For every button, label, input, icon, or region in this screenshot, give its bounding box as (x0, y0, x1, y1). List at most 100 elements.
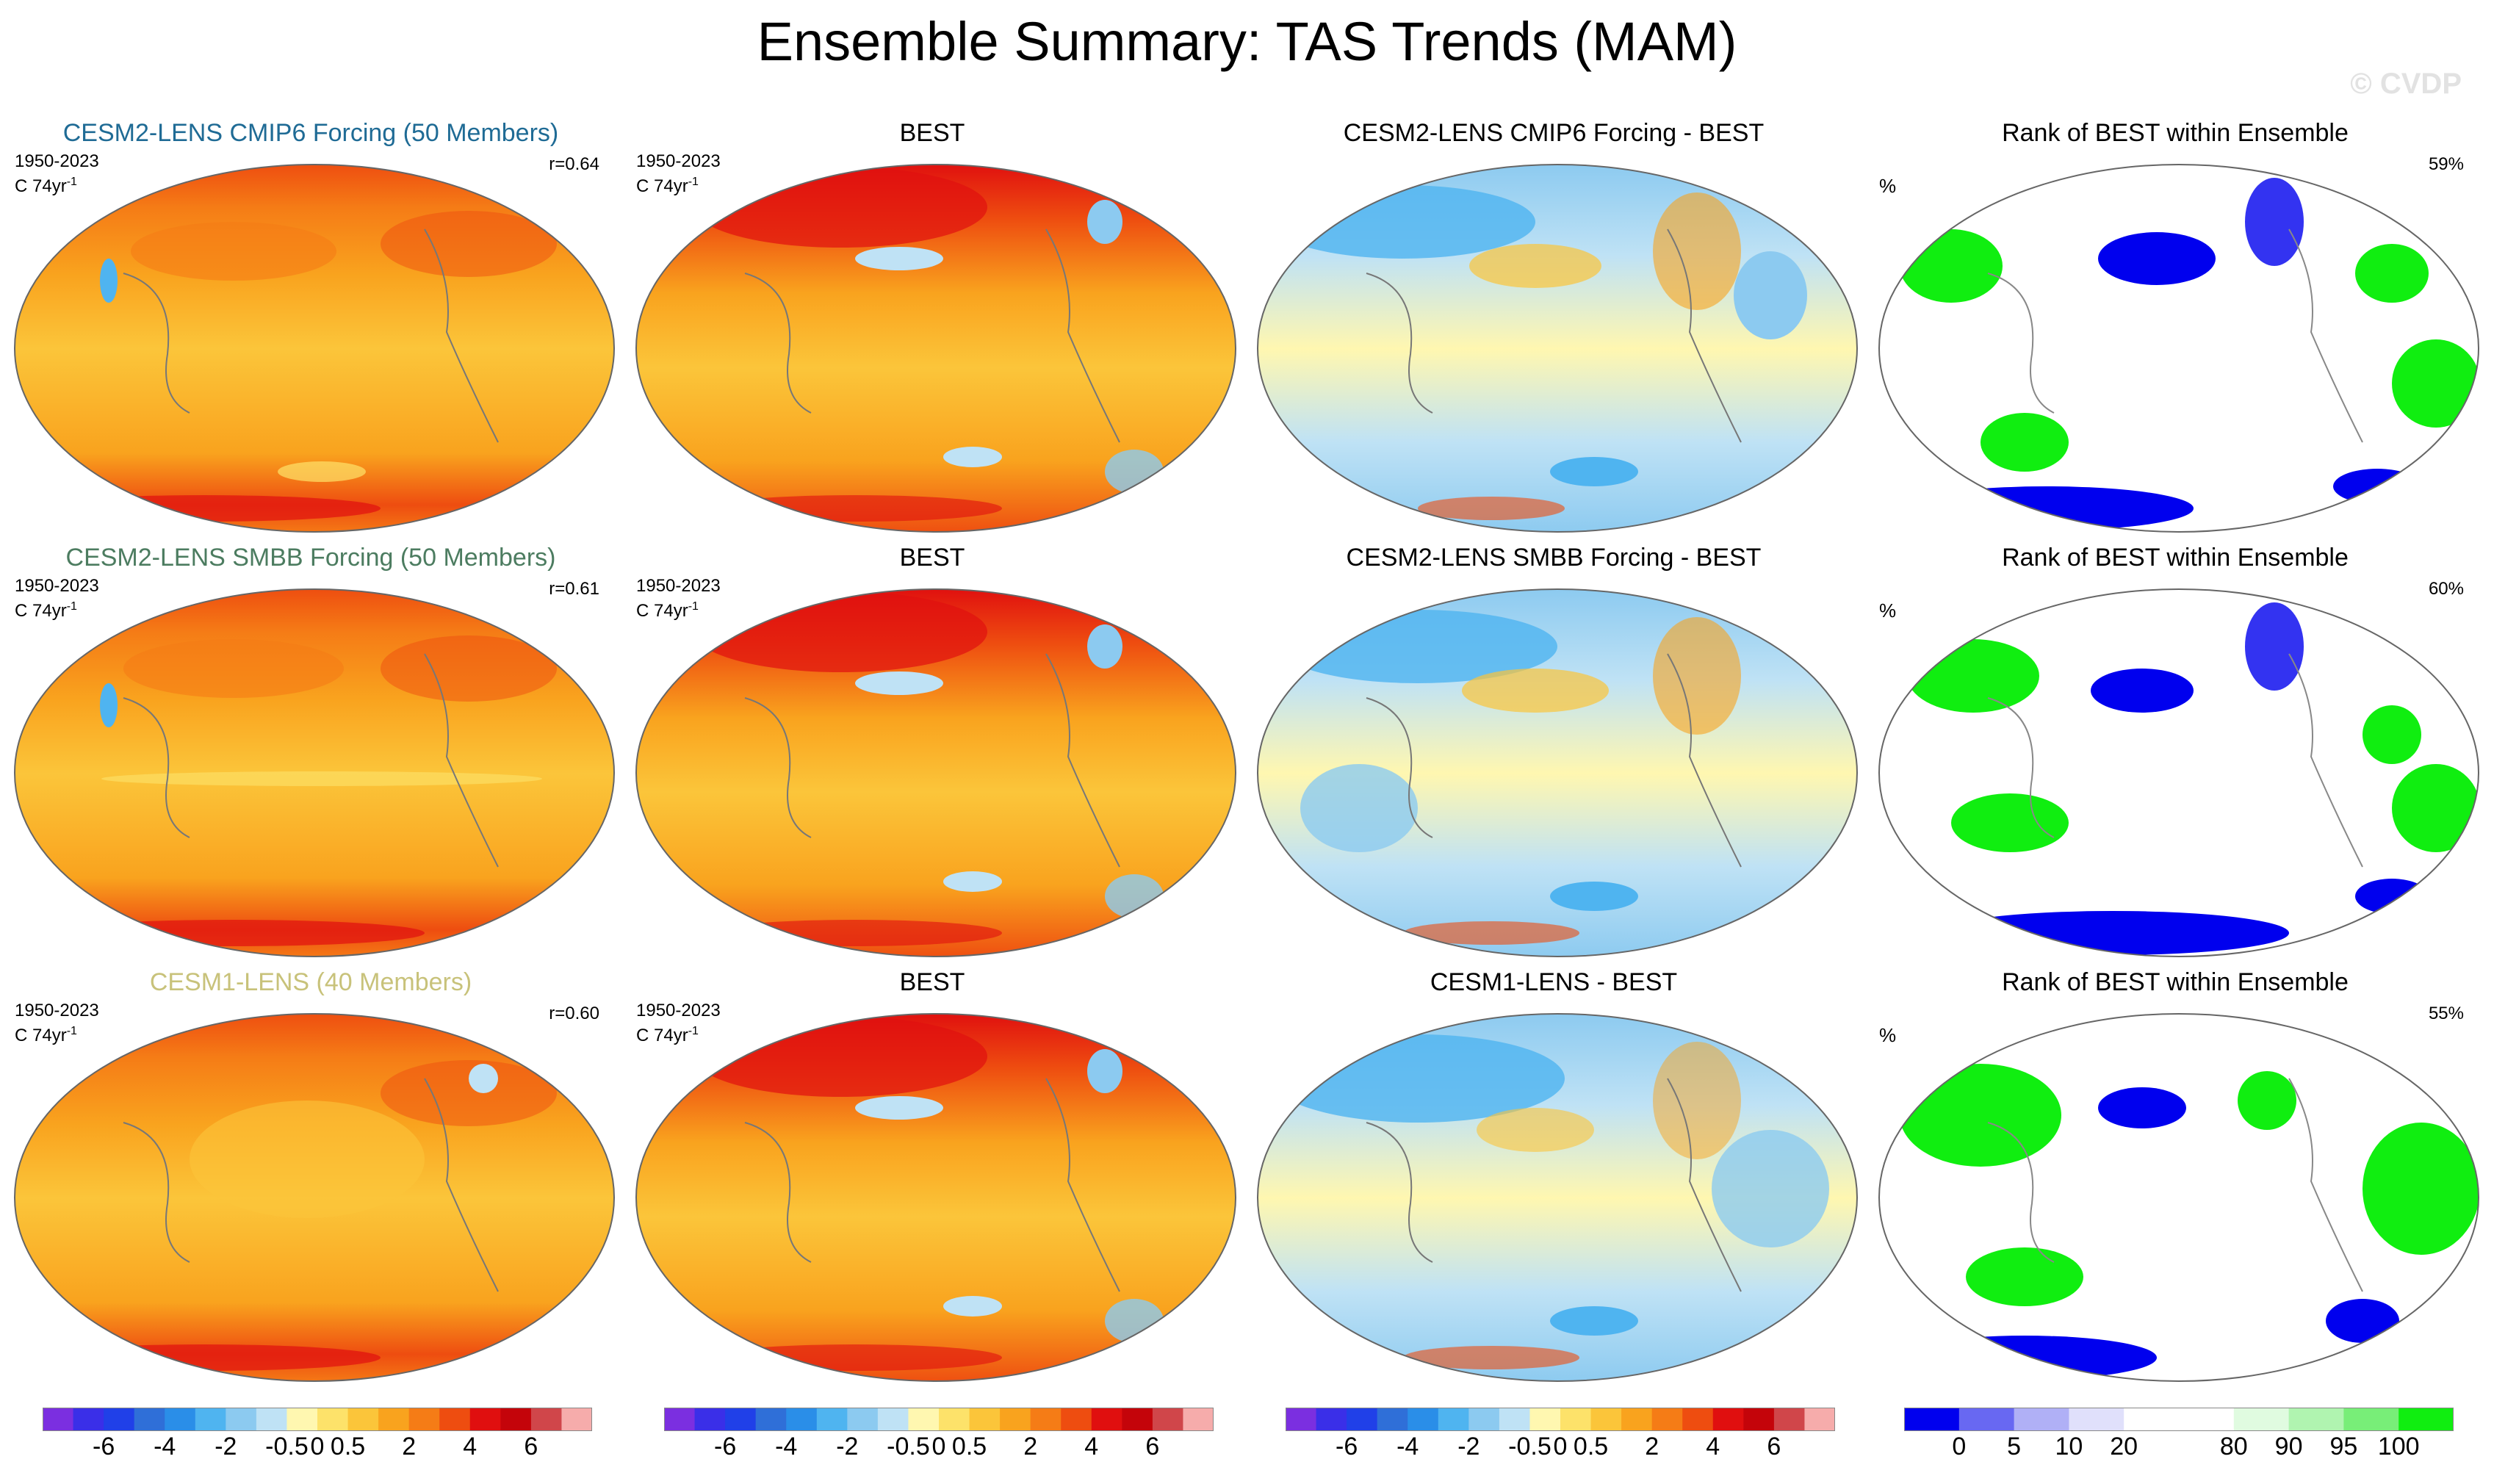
panel-obs-best: BEST 1950-2023 C 74yr-1 (621, 967, 1243, 1393)
colorbar-tick-label: -0.5 (1508, 1433, 1551, 1460)
colorbar-swatch (1590, 1408, 1622, 1431)
map-rank (1878, 1013, 2479, 1382)
colorbar-swatch (847, 1408, 879, 1431)
colorbar-swatch (530, 1408, 562, 1431)
colorbar-swatch (1030, 1408, 1062, 1431)
colorbar-swatch (969, 1408, 1001, 1431)
panel-title: CESM2-LENS CMIP6 Forcing (50 Members) (62, 119, 559, 147)
colorbar-swatch (2288, 1408, 2344, 1431)
panel-model-smbb: CESM2-LENS SMBB Forcing (50 Members) 195… (0, 542, 621, 968)
colorbar-swatch (1743, 1408, 1775, 1431)
colorbar-tick-label: -4 (775, 1433, 798, 1460)
colorbar-swatch (378, 1408, 410, 1431)
colorbar-swatch (1122, 1408, 1153, 1431)
colorbar-tick-label: 0.5 (1573, 1433, 1609, 1460)
panel-obs-best: BEST 1950-2023 C 74yr-1 (621, 118, 1243, 544)
period-label: 1950-2023 (15, 576, 99, 596)
colorbar-swatch (1712, 1408, 1744, 1431)
period-label: 1950-2023 (15, 1001, 99, 1020)
pattern-correlation: r=0.61 (549, 579, 599, 599)
colorbar-swatch (2233, 1408, 2290, 1431)
colorbar-tick-label: 4 (1706, 1433, 1720, 1460)
colorbar-swatch (469, 1408, 501, 1431)
colorbar-tick-label: -4 (1396, 1433, 1419, 1460)
colorbar-tick-label: -6 (1335, 1433, 1358, 1460)
colorbar-swatch (1529, 1408, 1561, 1431)
colorbar-swatch (1682, 1408, 1714, 1431)
colorbar-swatch (1468, 1408, 1500, 1431)
map-diff (1257, 1013, 1858, 1382)
colorbar-tick-label: -0.5 (887, 1433, 930, 1460)
colorbar-border (664, 1408, 1214, 1431)
map-rank (1878, 588, 2479, 957)
trend-colorbar-2 (664, 1408, 1214, 1431)
panel-title: CESM2-LENS SMBB Forcing - BEST (1346, 544, 1762, 572)
colorbar-swatch (347, 1408, 379, 1431)
panel-title: Rank of BEST within Ensemble (2002, 544, 2349, 572)
colorbar-tick-label: 6 (1767, 1433, 1781, 1460)
units-label: C 74yr-1 (15, 1025, 77, 1045)
colorbar-swatch (561, 1408, 592, 1431)
colorbar-swatch (317, 1408, 349, 1431)
colorbar-swatch (1316, 1408, 1347, 1431)
colorbar-swatch (1408, 1408, 1439, 1431)
rank-percent: 60% (2428, 579, 2464, 599)
map-diff (1257, 164, 1858, 533)
panel-rank: Rank of BEST within Ensemble % 60% (1864, 542, 2486, 968)
trend-colorbar-3 (1286, 1408, 1835, 1431)
colorbar-swatch (725, 1408, 757, 1431)
colorbar-swatch (1560, 1408, 1592, 1431)
colorbar-tick-label: -0.5 (265, 1433, 309, 1460)
colorbar-tick-label: 0 (1553, 1433, 1568, 1460)
colorbar-swatch (816, 1408, 848, 1431)
map-rank (1878, 164, 2479, 533)
colorbar-tick-label: 0 (931, 1433, 946, 1460)
colorbar-tick-label: 0.5 (951, 1433, 987, 1460)
colorbar-tick-label: 90 (2274, 1433, 2303, 1460)
panel-rank: Rank of BEST within Ensemble % 59% (1864, 118, 2486, 544)
colorbar-swatch (1347, 1408, 1378, 1431)
pattern-correlation: r=0.60 (549, 1004, 599, 1023)
colorbar-tick-label: 2 (1645, 1433, 1659, 1460)
page-title: Ensemble Summary: TAS Trends (MAM) (757, 11, 1737, 72)
map-obs-trend (635, 1013, 1236, 1382)
colorbar-swatch (1804, 1408, 1835, 1431)
colorbar-swatch (1061, 1408, 1092, 1431)
panel-title: Rank of BEST within Ensemble (2002, 968, 2349, 996)
percent-sign: % (1879, 175, 1897, 197)
colorbar-swatch (939, 1408, 970, 1431)
period-label: 1950-2023 (636, 151, 721, 171)
period-label: 1950-2023 (15, 151, 99, 171)
colorbar-tick-label: 80 (2219, 1433, 2248, 1460)
panel-title: BEST (899, 544, 965, 572)
colorbar-tick-label: 4 (1084, 1433, 1099, 1460)
colorbar-swatch (1152, 1408, 1183, 1431)
colorbar-swatch (226, 1408, 257, 1431)
colorbar-tick-label: 100 (2377, 1433, 2420, 1460)
panel-title: CESM2-LENS CMIP6 Forcing - BEST (1343, 119, 1765, 147)
map-obs-trend (635, 588, 1236, 957)
colorbar-tick-label: -4 (154, 1433, 176, 1460)
colorbar-swatch (500, 1408, 532, 1431)
colorbar-tick-label: -2 (215, 1433, 237, 1460)
colorbar-tick-label: -2 (836, 1433, 859, 1460)
colorbar-swatch (2343, 1408, 2399, 1431)
colorbar-swatch (195, 1408, 226, 1431)
colorbar-swatch (877, 1408, 909, 1431)
panel-diff: CESM2-LENS SMBB Forcing - BEST (1243, 542, 1864, 968)
colorbar-swatch (73, 1408, 104, 1431)
colorbar-swatch (2399, 1408, 2454, 1431)
colorbar-tick-label: 0.5 (330, 1433, 366, 1460)
units-label: C 74yr-1 (636, 176, 699, 196)
percent-sign: % (1879, 1024, 1897, 1046)
units-label: C 74yr-1 (15, 176, 77, 196)
colorbar-swatch (1183, 1408, 1214, 1431)
colorbar-tick-label: 0 (1952, 1433, 1967, 1460)
colorbar-border (43, 1408, 592, 1431)
colorbar-swatch (286, 1408, 318, 1431)
period-label: 1950-2023 (636, 576, 721, 596)
colorbar-swatch (43, 1408, 74, 1431)
colorbar-swatch (1958, 1408, 2015, 1431)
colorbar-swatch (134, 1408, 165, 1431)
colorbar-swatch (2179, 1408, 2235, 1431)
